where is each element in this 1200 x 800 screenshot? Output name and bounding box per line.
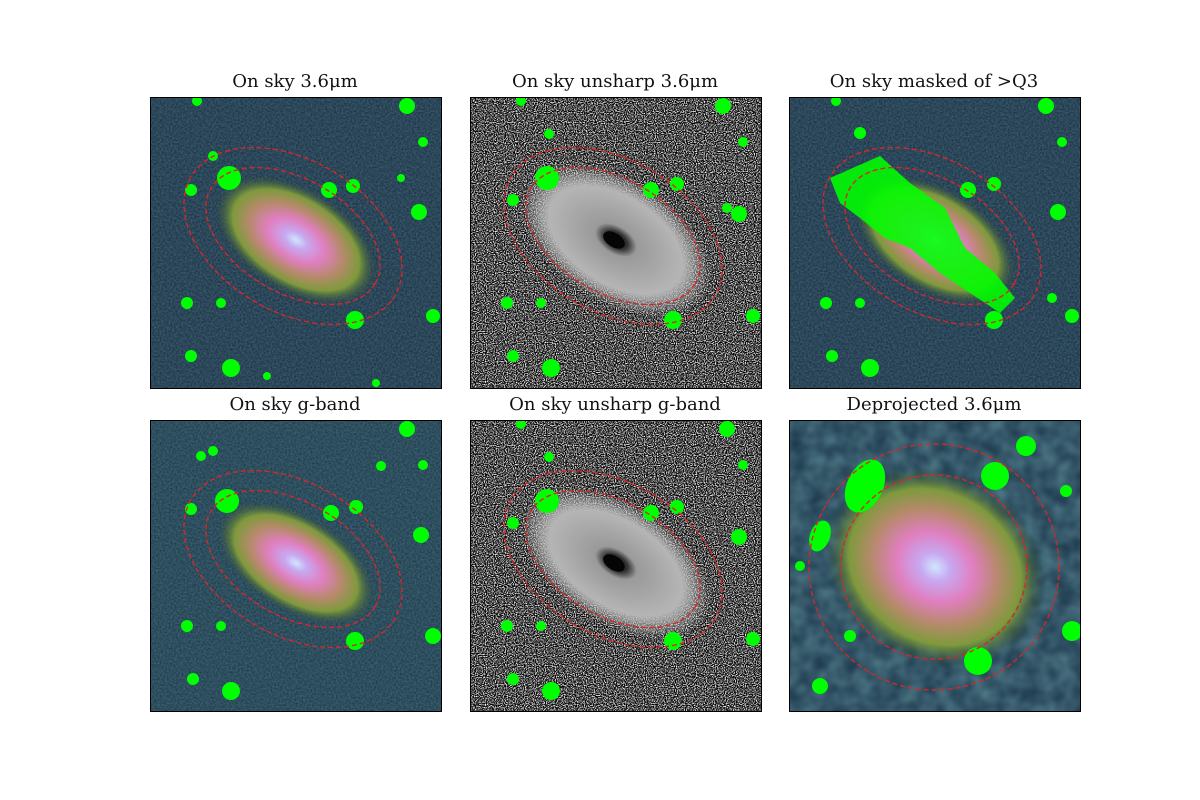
mask-blobs	[501, 98, 760, 377]
galaxy-image	[151, 98, 441, 388]
galaxy-image	[471, 421, 761, 711]
panel-title-onsky-unsharp-gband: On sky unsharp g-band	[509, 394, 721, 415]
galaxy-image	[790, 98, 1080, 388]
galaxy-image	[790, 421, 1080, 711]
panel-onsky-masked-q3	[789, 97, 1081, 389]
panel-onsky-gband	[150, 420, 442, 712]
panel-onsky-unsharp-gband	[470, 420, 762, 712]
panel-title-onsky-3p6: On sky 3.6μm	[232, 71, 358, 92]
panel-deprojected-3p6	[789, 420, 1081, 712]
mask-blobs	[820, 98, 1079, 377]
mask-blobs	[501, 421, 760, 700]
mask-blobs	[795, 436, 1080, 694]
panel-onsky-3p6	[150, 97, 442, 389]
galaxy-image	[471, 98, 761, 388]
panel-title-onsky-masked-q3: On sky masked of >Q3	[829, 71, 1039, 92]
galaxy-image	[151, 421, 441, 711]
mask-blobs	[181, 421, 441, 700]
panel-title-onsky-unsharp-3p6: On sky unsharp 3.6μm	[511, 71, 719, 92]
panel-onsky-unsharp-3p6	[470, 97, 762, 389]
panel-title-onsky-gband: On sky g-band	[229, 394, 361, 415]
panel-title-deprojected-3p6: Deprojected 3.6μm	[846, 394, 1022, 415]
